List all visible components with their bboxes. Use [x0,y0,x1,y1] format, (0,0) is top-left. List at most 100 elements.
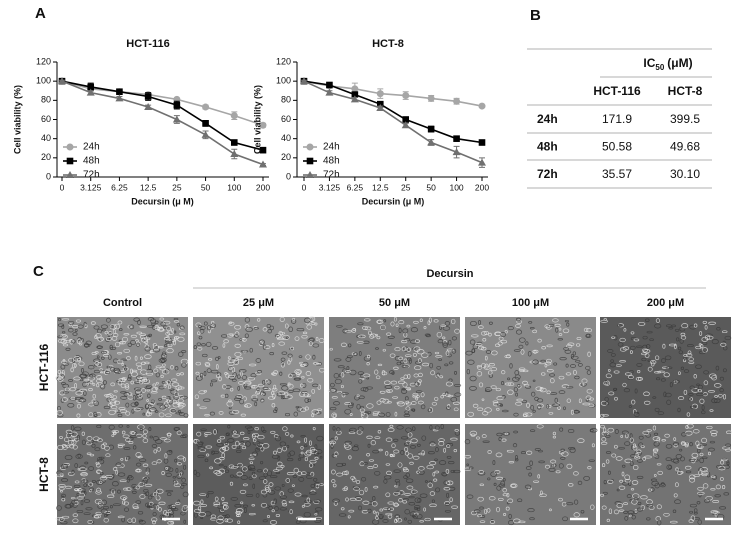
cell [240,501,244,505]
cell [327,389,336,392]
cell [282,426,288,432]
cell [396,425,404,430]
cell [683,353,688,357]
cell [311,388,316,394]
cell [375,333,378,337]
cell [647,488,653,492]
cell [271,454,280,459]
cell [194,512,198,518]
cell [450,437,458,441]
cell [338,513,347,517]
cell [117,413,123,418]
legend-label: 72h [83,170,100,181]
cell [548,508,552,512]
cell [424,517,431,522]
cell [155,372,160,378]
cell [117,320,123,325]
cell [605,459,610,464]
cell [253,327,259,330]
cell [333,373,339,379]
cell [536,403,544,408]
cell [507,498,514,504]
row-label: HCT-8 [37,457,51,492]
cell [496,432,503,437]
cell [558,390,566,394]
cell [130,334,138,338]
cell [120,396,128,400]
cell [600,441,608,445]
cell [104,511,112,514]
cell [304,471,310,475]
cell [488,321,493,325]
cell [647,366,653,372]
cell [113,503,121,507]
cell [619,479,624,483]
cell [86,452,92,455]
cell [218,463,224,467]
cell [348,509,355,513]
cell [123,447,131,450]
cell [329,406,337,411]
cell [124,507,129,512]
cell [146,388,150,392]
cell [436,331,442,338]
cell [295,370,302,376]
cell [306,474,313,480]
cell [689,405,697,409]
cell [378,412,386,418]
cell [68,328,74,333]
cell [313,499,321,503]
cell [271,372,277,376]
cell [374,369,379,375]
cell [133,407,141,412]
cell [96,487,102,493]
cell [631,480,639,485]
cell [100,370,106,374]
cell [139,520,146,525]
cell [235,449,242,453]
cell [262,386,269,390]
cell [644,352,650,359]
cell [401,364,409,368]
cell [393,366,399,370]
cell [605,434,611,438]
cell [349,497,357,501]
cell [105,453,111,458]
cell [495,452,503,458]
cell [331,469,336,475]
cell [139,428,143,432]
cell [428,317,432,323]
cell [62,464,68,468]
cell [251,398,259,402]
cell [475,343,483,346]
cell [122,434,130,439]
cell [119,479,127,482]
cell [337,365,345,369]
cell [688,361,695,364]
cell [127,518,133,523]
cell [127,437,134,441]
chart-title: HCT-8 [372,38,404,50]
cell [652,436,661,441]
cell [372,496,376,501]
cell [681,442,687,445]
cell [241,445,247,450]
cell [353,486,360,491]
cell [577,363,583,367]
cell [450,396,458,403]
cell [71,469,75,474]
cell [312,362,319,365]
cell [657,520,662,526]
cell [366,403,374,409]
cell [529,360,535,364]
cell [137,455,143,459]
cell [567,342,575,347]
cell [722,368,727,373]
cell [352,477,357,483]
cell [247,376,256,381]
cell [448,378,453,382]
cell [484,508,488,515]
cell [703,370,709,375]
cell [244,404,248,408]
cell [691,452,699,458]
